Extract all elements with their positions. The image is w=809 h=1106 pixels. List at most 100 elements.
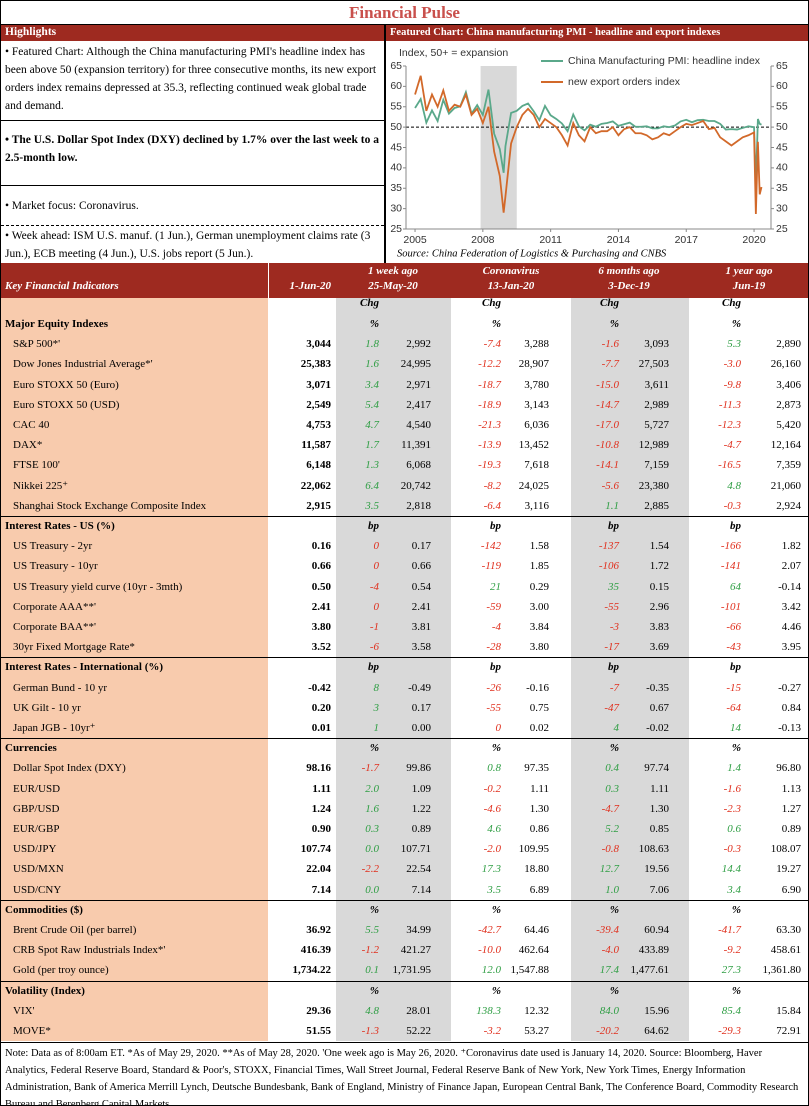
change-header: Chg (360, 297, 379, 309)
current-value: 0.50 (311, 580, 331, 593)
past-value: 2.07 (781, 560, 801, 573)
indicator-label: DAX* (13, 439, 43, 452)
change-value: 138.3 (476, 1004, 501, 1017)
change-value: -15.0 (596, 378, 619, 391)
period-date: 13-Jan-20 (487, 280, 535, 292)
unit-label: % (609, 742, 619, 755)
past-value: 0.86 (529, 823, 549, 835)
change-value: 85.4 (721, 1004, 741, 1017)
change-value: 35 (608, 580, 619, 593)
past-value: 12,989 (638, 439, 669, 452)
change-value: -10.0 (478, 944, 501, 957)
y2-tick-label: 65 (776, 60, 788, 72)
change-value: 0.0 (365, 843, 379, 856)
change-value: -39.4 (596, 924, 619, 936)
past-value: 2,924 (776, 499, 801, 512)
past-value: 3.84 (529, 621, 549, 633)
current-value: 2.41 (311, 600, 331, 613)
change-value: -3 (609, 621, 619, 633)
period-date: 3-Dec-19 (608, 280, 650, 292)
past-value: 2,818 (406, 499, 431, 512)
page-title: Financial Pulse (1, 1, 808, 25)
past-value: 18.80 (524, 863, 549, 876)
past-value: 5,420 (776, 419, 801, 431)
x-tick-label: 2017 (675, 234, 699, 246)
change-value: -0.2 (483, 782, 501, 795)
change-value: -11.3 (718, 398, 741, 411)
past-value: 24,025 (518, 479, 549, 492)
change-value: -0.3 (723, 499, 741, 512)
past-value: 15.84 (776, 1004, 801, 1017)
indicator-label: CAC 40 (13, 419, 50, 431)
change-value: -9.8 (723, 378, 741, 391)
current-value: 1.11 (312, 782, 331, 795)
unit-label: % (731, 903, 741, 916)
change-value: 4.6 (487, 823, 501, 835)
past-value: 0.29 (529, 580, 549, 593)
past-value: 2.96 (649, 600, 669, 613)
indicator-label: Dow Jones Industrial Average*' (13, 358, 153, 371)
series-line (414, 75, 763, 214)
past-value: -0.14 (778, 580, 801, 593)
table-title: Key Financial Indicators (5, 280, 119, 292)
change-value: 0.8 (487, 762, 501, 775)
x-tick-label: 2005 (403, 234, 427, 246)
change-value: -7.7 (601, 358, 619, 371)
change-value: -4 (491, 621, 501, 633)
section-title: Volatility (Index) (5, 984, 85, 997)
y-tick-label: 65 (390, 60, 402, 72)
past-value: 2,417 (406, 398, 431, 411)
current-date: 1-Jun-20 (289, 280, 331, 292)
past-value: 0.17 (411, 701, 431, 714)
change-value: 5.4 (365, 398, 379, 411)
change-value: -4.0 (601, 944, 619, 957)
past-value: 1,547.88 (510, 964, 550, 977)
past-value: 2,873 (776, 398, 801, 411)
change-value: 17.4 (599, 964, 619, 977)
current-value: 2,549 (306, 398, 331, 411)
change-value: -141 (720, 560, 741, 573)
change-value: -9.2 (723, 944, 741, 957)
change-value: -4.7 (723, 439, 741, 452)
past-value: 7,618 (524, 459, 549, 472)
change-value: -8.2 (483, 479, 501, 492)
unit-label: bp (368, 661, 379, 674)
change-value: -7.4 (483, 338, 501, 351)
indicator-label: EUR/USD (13, 782, 61, 795)
change-value: 12.7 (599, 863, 619, 876)
current-value: 51.55 (306, 1025, 331, 1037)
indicator-label: Euro STOXX 50 (Euro) (13, 378, 119, 391)
change-value: 21 (490, 580, 501, 593)
change-value: -41.7 (718, 924, 741, 936)
indicator-label: VIX' (13, 1004, 35, 1017)
highlight-item: • Week ahead: ISM U.S. manuf. (1 Jun.), … (5, 230, 371, 260)
change-value: -15 (726, 681, 741, 694)
legend-label: China Manufacturing PMI: headline index (568, 55, 761, 67)
change-value: -64 (726, 701, 741, 714)
x-tick-label: 2011 (539, 234, 562, 246)
change-value: -16.5 (718, 459, 741, 472)
past-value: 97.35 (524, 762, 549, 775)
indicator-label: German Bund - 10 yr (13, 681, 108, 694)
change-value: -2.2 (361, 863, 379, 876)
y-tick-label: 45 (390, 141, 402, 153)
past-value: 458.61 (770, 944, 801, 957)
unit-label: bp (368, 520, 379, 532)
unit-label: % (731, 742, 741, 755)
past-value: 64.46 (524, 924, 549, 936)
change-value: -29.3 (718, 1025, 741, 1037)
past-value: 1.27 (781, 802, 801, 815)
indicator-label: GBP/USD (13, 802, 60, 815)
change-value: 3.4 (365, 378, 379, 391)
current-value: 3.52 (311, 641, 331, 654)
change-value: 4.8 (365, 1004, 379, 1017)
change-value: -1 (369, 621, 379, 633)
y2-tick-label: 35 (776, 182, 788, 194)
indicator-label: Brent Crude Oil (per barrel) (13, 924, 137, 936)
indicator-label: Nikkei 225⁺ (13, 479, 68, 492)
change-value: 1.3 (365, 459, 379, 472)
past-value: 1.09 (411, 782, 431, 795)
change-value: -1.2 (361, 944, 379, 957)
past-value: 3,093 (644, 338, 669, 351)
section-title: Commodities ($) (5, 903, 83, 916)
